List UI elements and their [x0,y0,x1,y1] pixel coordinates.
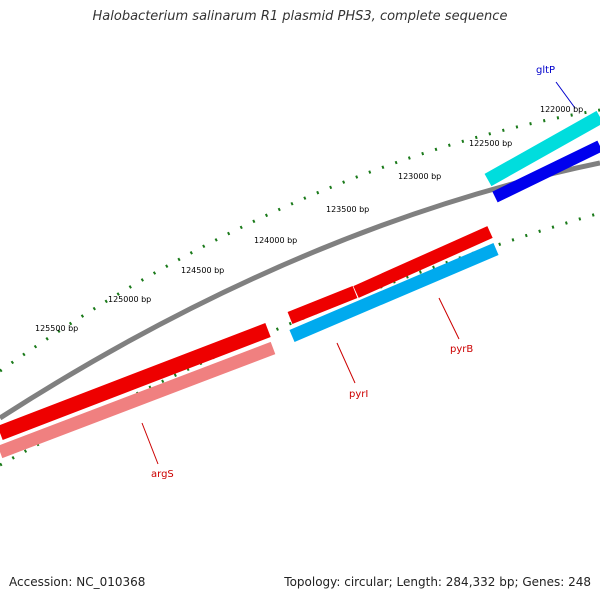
tick-label-124500: 124500 bp [181,266,224,275]
topology-summary-text: Topology: circular; Length: 284,332 bp; … [284,575,591,589]
pyrI-pointer [336,342,356,384]
map-title: Halobacterium salinarum R1 plasmid PHS3,… [92,9,508,24]
gene-segment-red-left [0,322,271,441]
pyrB-pointer [438,297,460,340]
tick-label-125000: 125000 bp [108,295,151,304]
gene-segment-red-upper-left [287,285,358,325]
gene-segment-skyblue [289,243,499,342]
gene-segment-blue [492,140,600,203]
tick-label-122500: 122500 bp [469,139,512,148]
gene-segment-red-upper-right [353,226,493,298]
tick-label-123000: 123000 bp [398,172,441,181]
tick-label-123500: 123500 bp [326,205,369,214]
gene-segment-cyan [484,110,600,187]
backbone-line [0,160,600,421]
argS-pointer [141,422,159,465]
gene-label-pyrB[interactable]: pyrB [450,344,473,355]
gltP-pointer [555,81,576,109]
accession-text: Accession: NC_010368 [9,575,146,589]
gene-label-gltP[interactable]: gltP [536,65,555,76]
tick-label-124000: 124000 bp [254,236,297,245]
tick-label-122000: 122000 bp [540,105,583,114]
gene-label-pyrI[interactable]: pyrI [349,389,368,400]
gene-segment-pink-left [0,341,276,459]
gene-label-argS[interactable]: argS [151,469,174,480]
tick-label-125500: 125500 bp [35,324,78,333]
